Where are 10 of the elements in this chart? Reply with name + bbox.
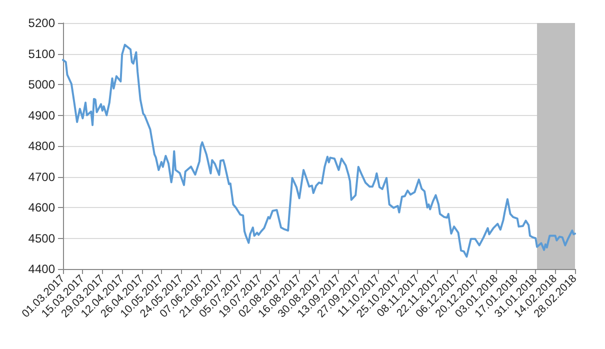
- line-series: [62, 44, 576, 258]
- y-tick-label: 4700: [28, 170, 56, 184]
- y-tick-label: 5000: [28, 78, 56, 92]
- y-tick-label: 5200: [28, 16, 56, 30]
- y-tick-label: 4600: [28, 200, 56, 214]
- y-tick-label: 4500: [28, 231, 56, 246]
- y-tick-label: 4400: [28, 262, 56, 276]
- y-tick-label: 5100: [28, 46, 56, 61]
- y-tick-label: 4900: [28, 108, 56, 122]
- y-tick-label: 4800: [28, 139, 56, 153]
